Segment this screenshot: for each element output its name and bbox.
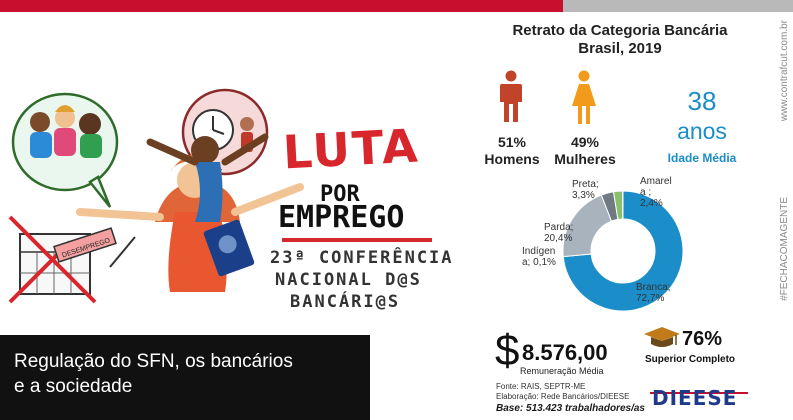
donut-slice-branca: [562, 190, 684, 312]
top-accent-bar-grey: [563, 0, 793, 12]
poster-illustration: DESEMPREGO: [8, 88, 304, 304]
side-strip: www.contrafcut.com.br #FECHACOMAGENTE: [778, 12, 793, 420]
source-line-2: Elaboração: Rede Bancários/DIEESE: [496, 392, 630, 401]
dollar-icon: $: [495, 326, 520, 375]
education-value: 76%: [682, 328, 723, 350]
pie-label-parda: Parda; 20,4%: [544, 222, 573, 244]
calendar-icon: [8, 215, 97, 304]
pie-label-preta-value: 3,3%: [572, 190, 595, 201]
source-note: Fonte: RAIS, SEPTR-ME Elaboração: Rede B…: [496, 382, 629, 402]
men-percent: 51%: [497, 134, 527, 150]
pie-label-amarela-name-2: a ;: [640, 187, 652, 198]
women-label: Mulheres: [554, 151, 616, 167]
women-percent: 49%: [570, 134, 600, 150]
caption-line-1: Regulação do SFN, os bancários: [14, 351, 293, 372]
caption-box: Regulação do SFN, os bancários e a socie…: [0, 335, 370, 420]
pie-label-indigena-name: Indígen: [522, 246, 556, 257]
pie-label-indigena: Indígen a; 0,1%: [522, 246, 556, 268]
poster-title-emprego: EMPREGO: [278, 200, 405, 235]
race-donut-chart: [562, 190, 684, 312]
man-icon: [500, 70, 522, 122]
age-value: 38: [687, 86, 717, 116]
men-stat: 51% Homens: [480, 134, 544, 168]
dieese-logo: DIEESE: [652, 386, 738, 410]
side-url: www.contrafcut.com.br: [779, 20, 790, 122]
pie-label-amarela: Amarel a ; 2,4%: [640, 176, 672, 209]
woman-icon: [572, 70, 596, 124]
pie-label-branca: Branca; 72,7%: [636, 282, 670, 304]
pie-label-amarela-name: Amarel: [640, 176, 672, 187]
sample-base: Base: 513.423 trabalhadores/as: [496, 403, 645, 414]
poster-title-luta: LUTA: [281, 118, 421, 180]
infographic-title-line-2: Brasil, 2019: [578, 40, 662, 57]
salary-value: 8.576,00: [522, 340, 608, 365]
pie-label-branca-name: Branca;: [636, 282, 671, 293]
source-line-1: Fonte: RAIS, SEPTR-ME: [496, 382, 586, 391]
conference-poster: DESEMPREGO LUTA POR EMPREGO 23ª CONFERÊN…: [0, 12, 460, 332]
poster-title-por: POR: [320, 182, 360, 207]
side-hashtag: #FECHACOMAGENTE: [779, 197, 790, 301]
conference-line-2: NACIONAL D@S: [275, 270, 422, 290]
women-stat: 49% Mulheres: [548, 134, 622, 168]
infographic-title-line-1: Retrato da Categoria Bancária: [512, 22, 728, 39]
men-label: Homens: [484, 151, 540, 167]
caption-line-2: e a sociedade: [14, 376, 133, 397]
poster-divider: [282, 238, 432, 242]
sign-pole: [109, 236, 136, 268]
age-label: Idade Média: [667, 151, 737, 165]
graduation-cap-icon: [644, 327, 680, 347]
unemployment-sign: [53, 227, 117, 263]
salary-label: Remuneração Média: [520, 366, 604, 376]
pie-label-preta-name: Preta;: [572, 179, 599, 190]
pie-label-parda-value: 20,4%: [544, 233, 573, 244]
pie-label-branca-value: 72,7%: [636, 293, 665, 304]
pie-label-preta: Preta; 3,3%: [572, 179, 599, 201]
pie-label-amarela-value: 2,4%: [640, 198, 663, 209]
pie-label-parda-name: Parda;: [544, 222, 574, 233]
age-unit: anos: [677, 118, 727, 144]
people-bubble: [11, 92, 119, 208]
conference-line-1: 23ª CONFERÊNCIA: [270, 248, 454, 268]
conference-line-3: BANCÁRI@S: [290, 292, 401, 312]
infographic: Retrato da Categoria Bancária Brasil, 20…: [462, 14, 778, 420]
dieese-logo-bar: [650, 392, 748, 394]
education-label: Superior Completo: [645, 354, 736, 365]
central-figures: [76, 133, 304, 292]
pie-label-indigena-value: a; 0,1%: [522, 257, 556, 268]
infographic-title: Retrato da Categoria Bancária Brasil, 20…: [462, 22, 778, 58]
top-accent-bar: [0, 0, 793, 12]
